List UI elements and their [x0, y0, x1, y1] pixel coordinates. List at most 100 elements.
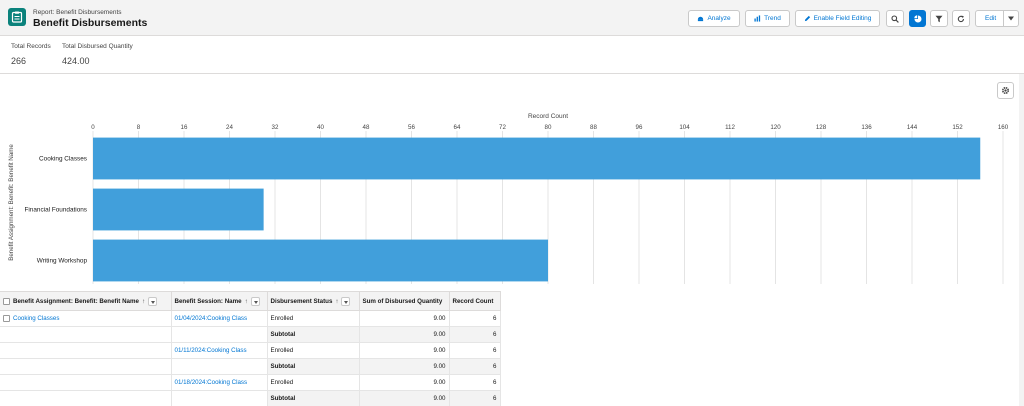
sum-cell: 9.00 [359, 342, 450, 359]
refresh-button[interactable] [952, 10, 970, 27]
session-link[interactable]: 01/11/2024:Cooking Class [171, 342, 268, 359]
empty-cell [171, 390, 268, 406]
analyze-icon [698, 16, 704, 22]
session-link[interactable]: 01/04/2024:Cooking Class [171, 310, 268, 327]
subtotal-label: Subtotal [267, 390, 360, 406]
column-menu-button[interactable] [250, 296, 260, 306]
column-header-status-label: Disbursement Status [270, 297, 333, 305]
x-tick-label: 96 [636, 124, 643, 131]
x-tick-label: 104 [679, 124, 690, 131]
sort-arrow-icon[interactable]: ↑ [244, 297, 248, 305]
select-all-checkbox[interactable] [3, 297, 10, 305]
status-cell: Enrolled [267, 310, 360, 327]
gear-icon [1001, 86, 1010, 95]
x-tick-label: 32 [272, 124, 279, 131]
report-summary: Total Records 266 Total Disbursed Quanti… [0, 36, 1024, 74]
group-name-link[interactable]: Cooking Classes [13, 315, 60, 323]
column-header-benefit-name[interactable]: Benefit Assignment: Benefit: Benefit Nam… [0, 291, 172, 311]
category-label: Financial Foundations [24, 207, 87, 214]
column-menu-button[interactable] [148, 296, 158, 306]
category-label: Writing Workshop [37, 258, 88, 265]
empty-cell [0, 326, 172, 343]
x-tick-label: 128 [816, 124, 827, 131]
subtotal-count: 6 [449, 390, 501, 406]
empty-cell [0, 374, 172, 391]
y-axis-title: Benefit Assignment: Benefit: Benefit Nam… [8, 144, 15, 261]
x-tick-label: 0 [91, 124, 95, 131]
column-menu-button[interactable] [341, 296, 351, 306]
empty-cell [0, 342, 172, 359]
column-header-status[interactable]: Disbursement Status ↑ [267, 291, 360, 311]
total-records-label: Total Records [11, 43, 51, 50]
x-tick-label: 136 [861, 124, 872, 131]
pencil-icon [804, 15, 810, 22]
x-tick-label: 160 [998, 124, 1009, 131]
total-disbursed-label: Total Disbursed Quantity [62, 43, 133, 50]
total-records-value: 266 [11, 56, 27, 66]
filter-button[interactable] [930, 10, 948, 27]
chart-settings-button[interactable] [997, 82, 1014, 99]
bar-chart: Record Count 0 8 16 24 32 40 48 56 64 72 80 88 96 104 1… [8, 113, 1009, 284]
status-cell: Enrolled [267, 342, 360, 359]
category-label: Cooking Classes [39, 156, 87, 163]
table-row: 01/18/2024:Cooking Class Enrolled 9.00 6 [0, 374, 501, 391]
sort-arrow-icon[interactable]: ↑ [335, 297, 339, 305]
group-cell[interactable]: Cooking Classes [0, 310, 172, 327]
x-tick-label: 8 [137, 124, 141, 131]
search-button[interactable] [886, 10, 904, 27]
column-header-sum-quantity[interactable]: Sum of Disbursed Quantity [359, 291, 450, 311]
session-link[interactable]: 01/18/2024:Cooking Class [171, 374, 268, 391]
status-cell: Enrolled [267, 374, 360, 391]
x-axis-title: Record Count [528, 113, 568, 120]
edit-button[interactable]: Edit [975, 10, 1019, 27]
column-header-record-count-label: Record Count [452, 297, 494, 305]
trend-button[interactable]: Trend [745, 10, 790, 27]
report-table: Benefit Assignment: Benefit: Benefit Nam… [0, 291, 501, 406]
bar [93, 239, 548, 282]
sort-arrow-icon[interactable]: ↑ [141, 297, 146, 305]
row-checkbox[interactable] [3, 314, 10, 322]
x-tick-label: 56 [408, 124, 415, 131]
enable-field-editing-button[interactable]: Enable Field Editing [795, 10, 880, 27]
column-header-record-count[interactable]: Record Count [449, 291, 501, 311]
chart-icon [913, 14, 921, 22]
empty-cell [0, 390, 172, 406]
subtotal-label: Subtotal [267, 358, 360, 375]
table-row: Cooking Classes 01/04/2024:Cooking Class… [0, 310, 501, 327]
refresh-icon [957, 15, 965, 22]
x-tick-label: 88 [590, 124, 597, 131]
page-scrollbar[interactable] [1019, 74, 1024, 406]
column-header-session-name-label: Benefit Session: Name [174, 297, 242, 305]
subtotal-sum: 9.00 [359, 390, 450, 406]
count-cell: 6 [449, 374, 501, 391]
sum-cell: 9.00 [359, 374, 450, 391]
page-title: Benefit Disbursements [33, 17, 148, 29]
trend-icon [754, 15, 761, 22]
empty-cell [171, 326, 268, 343]
subtotal-row: Subtotal 9.00 6 [0, 358, 501, 375]
x-tick-label: 144 [907, 124, 918, 131]
trend-label: Trend [764, 15, 781, 22]
count-cell: 6 [449, 310, 501, 327]
x-tick-label: 24 [226, 124, 233, 131]
subtotal-sum: 9.00 [359, 326, 450, 343]
x-tick-label: 72 [499, 124, 506, 131]
subtotal-count: 6 [449, 326, 501, 343]
analyze-button[interactable]: Analyze [688, 10, 740, 27]
analyze-label: Analyze [707, 15, 731, 22]
x-tick-label: 16 [181, 124, 188, 131]
column-header-session-name[interactable]: Benefit Session: Name ↑ [171, 291, 268, 311]
x-tick-label: 80 [545, 124, 552, 131]
x-tick-label: 152 [952, 124, 963, 131]
subtotal-label: Subtotal [267, 326, 360, 343]
count-cell: 6 [449, 342, 501, 359]
bar [93, 188, 264, 231]
edit-label: Edit [985, 15, 997, 22]
chart-toggle-button[interactable] [909, 10, 926, 27]
sum-cell: 9.00 [359, 310, 450, 327]
bar [93, 137, 981, 180]
x-tick-label: 40 [317, 124, 324, 131]
chevron-down-icon[interactable] [1007, 15, 1015, 22]
filter-icon [935, 15, 943, 22]
subtotal-row: Subtotal 9.00 6 [0, 390, 501, 406]
